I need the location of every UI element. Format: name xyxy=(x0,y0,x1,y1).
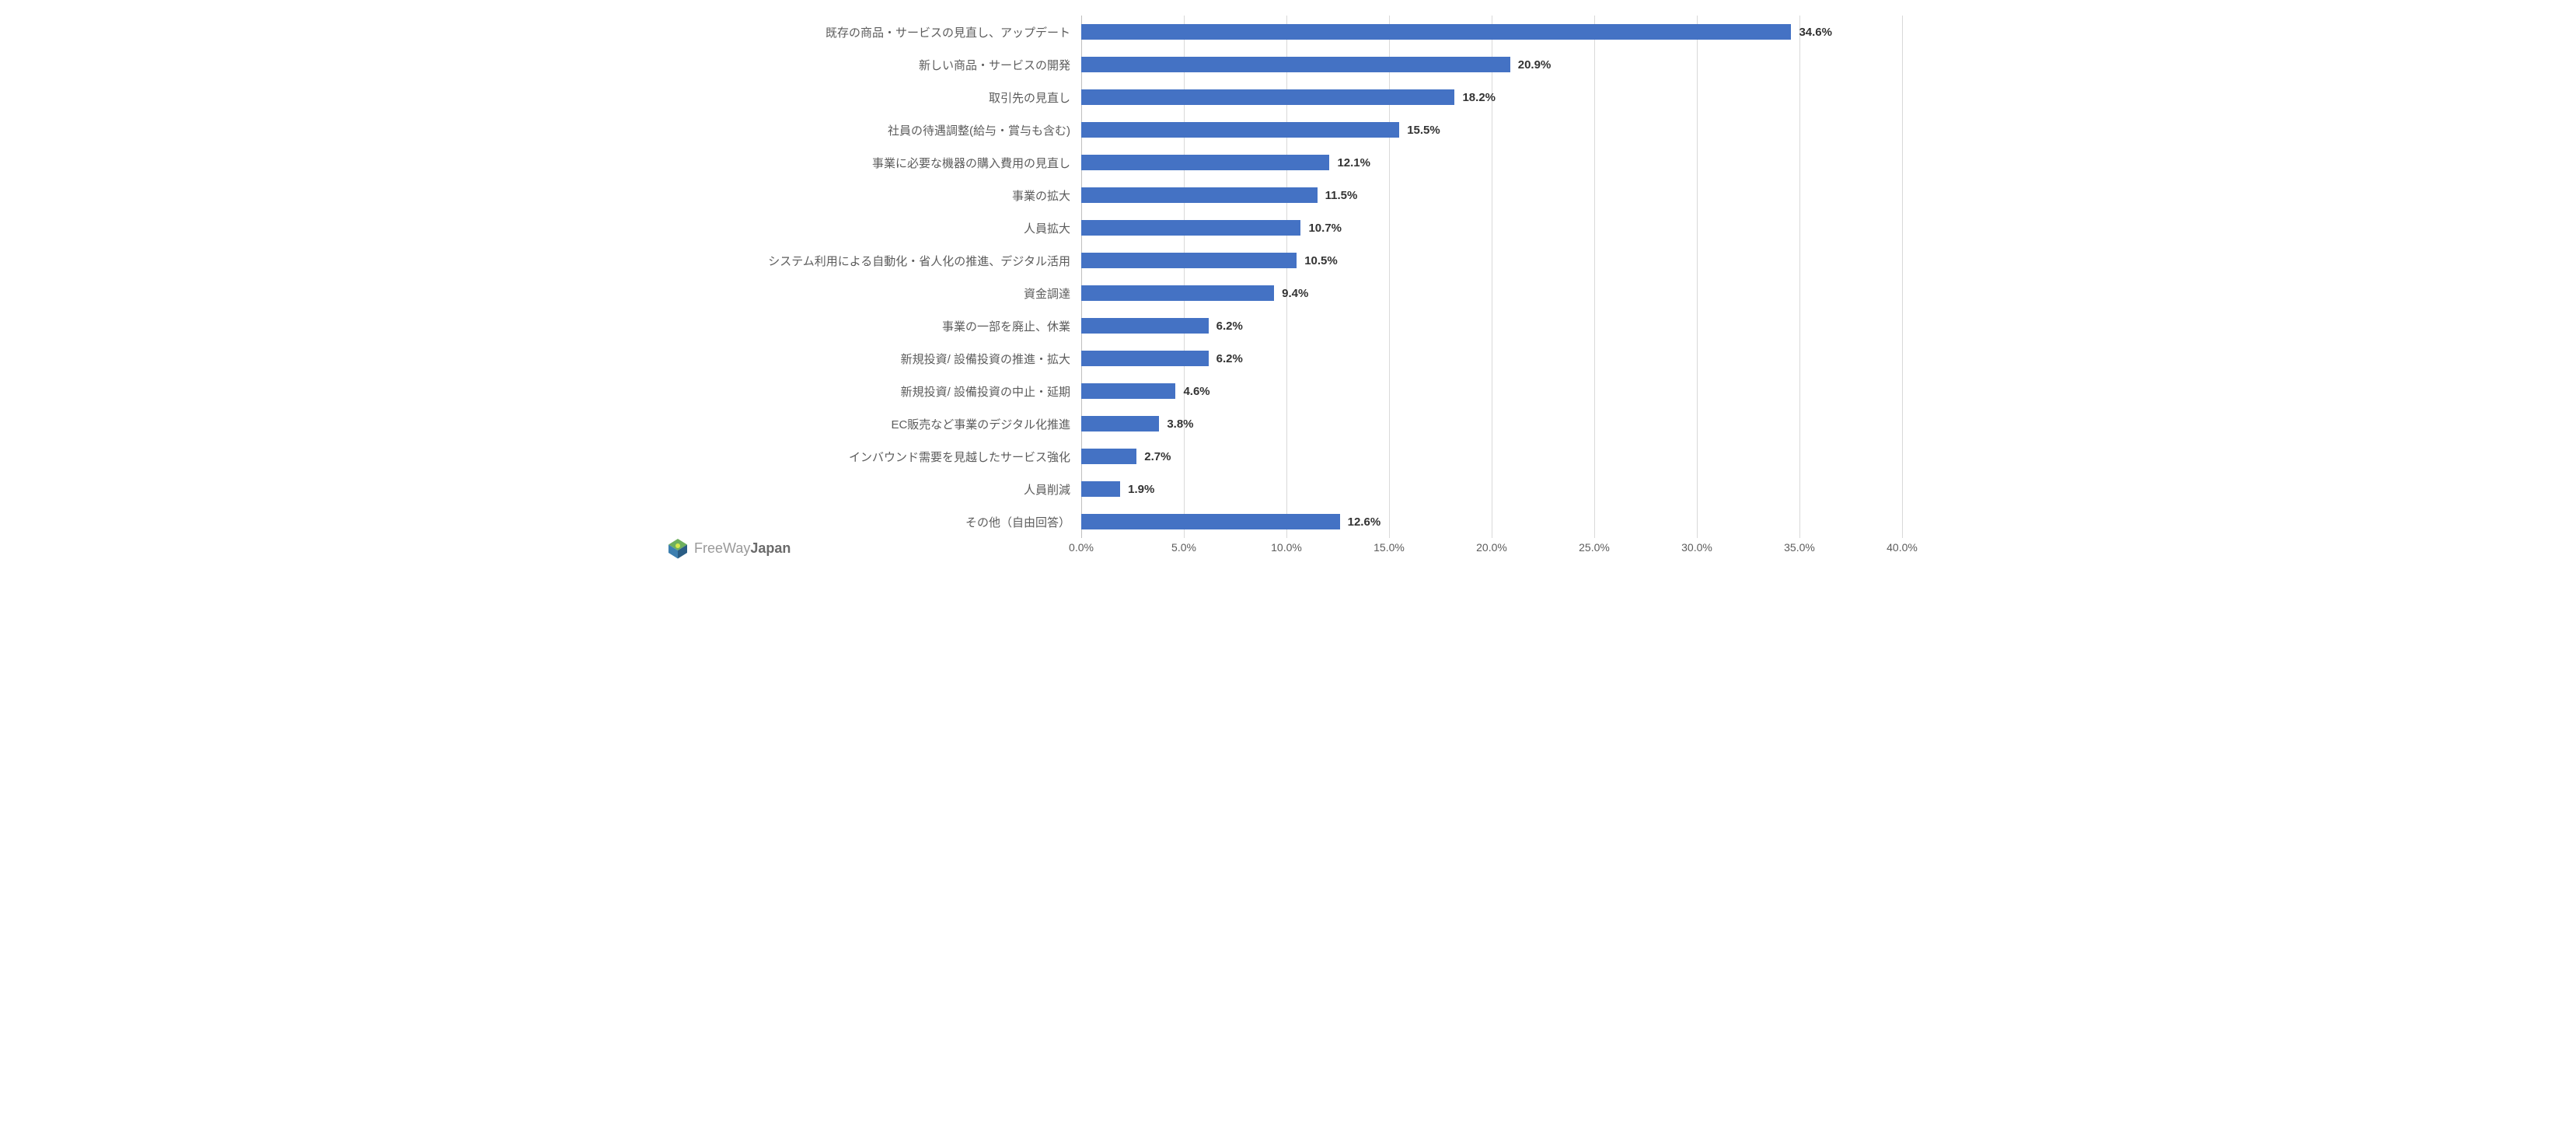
value-label: 12.1% xyxy=(1337,156,1370,169)
category-label: 新しい商品・サービスの開発 xyxy=(658,57,1081,73)
x-axis-tick-label: 25.0% xyxy=(1579,541,1610,554)
bar xyxy=(1081,89,1454,105)
bar xyxy=(1081,155,1329,170)
bar xyxy=(1081,253,1297,268)
category-label: 事業の拡大 xyxy=(658,187,1081,204)
chart-row: 事業に必要な機器の購入費用の見直し 12.1% xyxy=(658,146,1902,179)
bar xyxy=(1081,220,1300,236)
category-label: 新規投資/ 設備投資の推進・拡大 xyxy=(658,351,1081,367)
bar-area: 3.8% xyxy=(1081,407,1902,440)
x-axis-tick-label: 15.0% xyxy=(1374,541,1405,554)
value-label: 12.6% xyxy=(1348,515,1381,529)
bar xyxy=(1081,449,1136,464)
x-axis: 0.0%5.0%10.0%15.0%20.0%25.0%30.0%35.0%40… xyxy=(658,541,1902,564)
value-label: 10.7% xyxy=(1308,222,1342,235)
value-label: 18.2% xyxy=(1462,91,1496,104)
x-axis-tick-label: 5.0% xyxy=(1171,541,1196,554)
bar xyxy=(1081,416,1159,431)
bar xyxy=(1081,122,1399,138)
value-label: 20.9% xyxy=(1518,58,1552,72)
category-label: 事業の一部を廃止、休業 xyxy=(658,318,1081,334)
chart-row: システム利用による自動化・省人化の推進、デジタル活用 10.5% xyxy=(658,244,1902,277)
value-label: 9.4% xyxy=(1282,287,1308,300)
chart-row: 新規投資/ 設備投資の推進・拡大 6.2% xyxy=(658,342,1902,375)
bar-area: 10.7% xyxy=(1081,211,1902,244)
chart-container: 既存の商品・サービスの見直し、アップデート 34.6% 新しい商品・サービスの開発 2… xyxy=(658,16,1902,564)
value-label: 2.7% xyxy=(1144,450,1171,463)
value-label: 6.2% xyxy=(1216,352,1243,365)
bar xyxy=(1081,24,1791,40)
category-label: 人員削減 xyxy=(658,481,1081,498)
plot-region: 既存の商品・サービスの見直し、アップデート 34.6% 新しい商品・サービスの開発 2… xyxy=(658,16,1902,538)
chart-row: 新規投資/ 設備投資の中止・延期 4.6% xyxy=(658,375,1902,407)
bar xyxy=(1081,383,1175,399)
chart-row: 社員の待遇調整(給与・賞与も含む) 15.5% xyxy=(658,114,1902,146)
chart-row: 人員削減 1.9% xyxy=(658,473,1902,505)
chart-row: 新しい商品・サービスの開発 20.9% xyxy=(658,48,1902,81)
bar-area: 12.6% xyxy=(1081,505,1902,538)
value-label: 11.5% xyxy=(1325,189,1358,202)
category-label: EC販売など事業のデジタル化推進 xyxy=(658,416,1081,432)
bar xyxy=(1081,351,1209,366)
category-label: 人員拡大 xyxy=(658,220,1081,236)
bar-area: 4.6% xyxy=(1081,375,1902,407)
logo-text-bold: Japan xyxy=(750,540,791,556)
bar-area: 11.5% xyxy=(1081,179,1902,211)
value-label: 15.5% xyxy=(1407,124,1440,137)
bar xyxy=(1081,285,1274,301)
bar-area: 6.2% xyxy=(1081,342,1902,375)
chart-row: その他（自由回答） 12.6% xyxy=(658,505,1902,538)
chart-row: 既存の商品・サービスの見直し、アップデート 34.6% xyxy=(658,16,1902,48)
bar-area: 20.9% xyxy=(1081,48,1902,81)
value-label: 3.8% xyxy=(1167,418,1193,431)
bar xyxy=(1081,57,1510,72)
category-label: システム利用による自動化・省人化の推進、デジタル活用 xyxy=(658,253,1081,269)
category-label: 資金調達 xyxy=(658,285,1081,302)
x-axis-tick-label: 35.0% xyxy=(1784,541,1815,554)
gridline xyxy=(1902,16,1903,538)
value-label: 1.9% xyxy=(1128,483,1154,496)
value-label: 6.2% xyxy=(1216,320,1243,333)
chart-row: EC販売など事業のデジタル化推進 3.8% xyxy=(658,407,1902,440)
bar-area: 15.5% xyxy=(1081,114,1902,146)
category-label: その他（自由回答） xyxy=(658,514,1081,530)
bar xyxy=(1081,187,1318,203)
category-label: 新規投資/ 設備投資の中止・延期 xyxy=(658,383,1081,400)
chart-row: 資金調達 9.4% xyxy=(658,277,1902,309)
bar-area: 2.7% xyxy=(1081,440,1902,473)
bar xyxy=(1081,514,1340,529)
logo-text-light: FreeWay xyxy=(694,540,750,556)
bar-area: 18.2% xyxy=(1081,81,1902,114)
value-label: 10.5% xyxy=(1304,254,1338,267)
x-axis-tick-label: 0.0% xyxy=(1069,541,1094,554)
chart-row: 事業の拡大 11.5% xyxy=(658,179,1902,211)
bar-area: 9.4% xyxy=(1081,277,1902,309)
bar-area: 10.5% xyxy=(1081,244,1902,277)
bar xyxy=(1081,481,1120,497)
bar-area: 1.9% xyxy=(1081,473,1902,505)
x-axis-tick-label: 10.0% xyxy=(1271,541,1302,554)
value-label: 34.6% xyxy=(1799,26,1832,39)
bar-area: 34.6% xyxy=(1081,16,1902,48)
category-label: 既存の商品・サービスの見直し、アップデート xyxy=(658,24,1081,40)
x-axis-tick-label: 40.0% xyxy=(1887,541,1918,554)
x-axis-tick-label: 30.0% xyxy=(1681,541,1712,554)
category-label: 取引先の見直し xyxy=(658,89,1081,106)
chart-row: 事業の一部を廃止、休業 6.2% xyxy=(658,309,1902,342)
logo-text: FreeWayJapan xyxy=(694,540,791,557)
bar-area: 6.2% xyxy=(1081,309,1902,342)
category-label: インバウンド需要を見越したサービス強化 xyxy=(658,449,1081,465)
chart-row: 人員拡大 10.7% xyxy=(658,211,1902,244)
x-axis-tick-label: 20.0% xyxy=(1476,541,1507,554)
category-label: 社員の待遇調整(給与・賞与も含む) xyxy=(658,122,1081,138)
x-axis-ticks: 0.0%5.0%10.0%15.0%20.0%25.0%30.0%35.0%40… xyxy=(1081,541,1902,564)
bar xyxy=(1081,318,1209,334)
value-label: 4.6% xyxy=(1183,385,1209,398)
category-label: 事業に必要な機器の購入費用の見直し xyxy=(658,155,1081,171)
chart-row: インバウンド需要を見越したサービス強化 2.7% xyxy=(658,440,1902,473)
chart-row: 取引先の見直し 18.2% xyxy=(658,81,1902,114)
bar-area: 12.1% xyxy=(1081,146,1902,179)
logo: FreeWayJapan xyxy=(666,536,791,560)
logo-mark-icon xyxy=(666,536,689,560)
